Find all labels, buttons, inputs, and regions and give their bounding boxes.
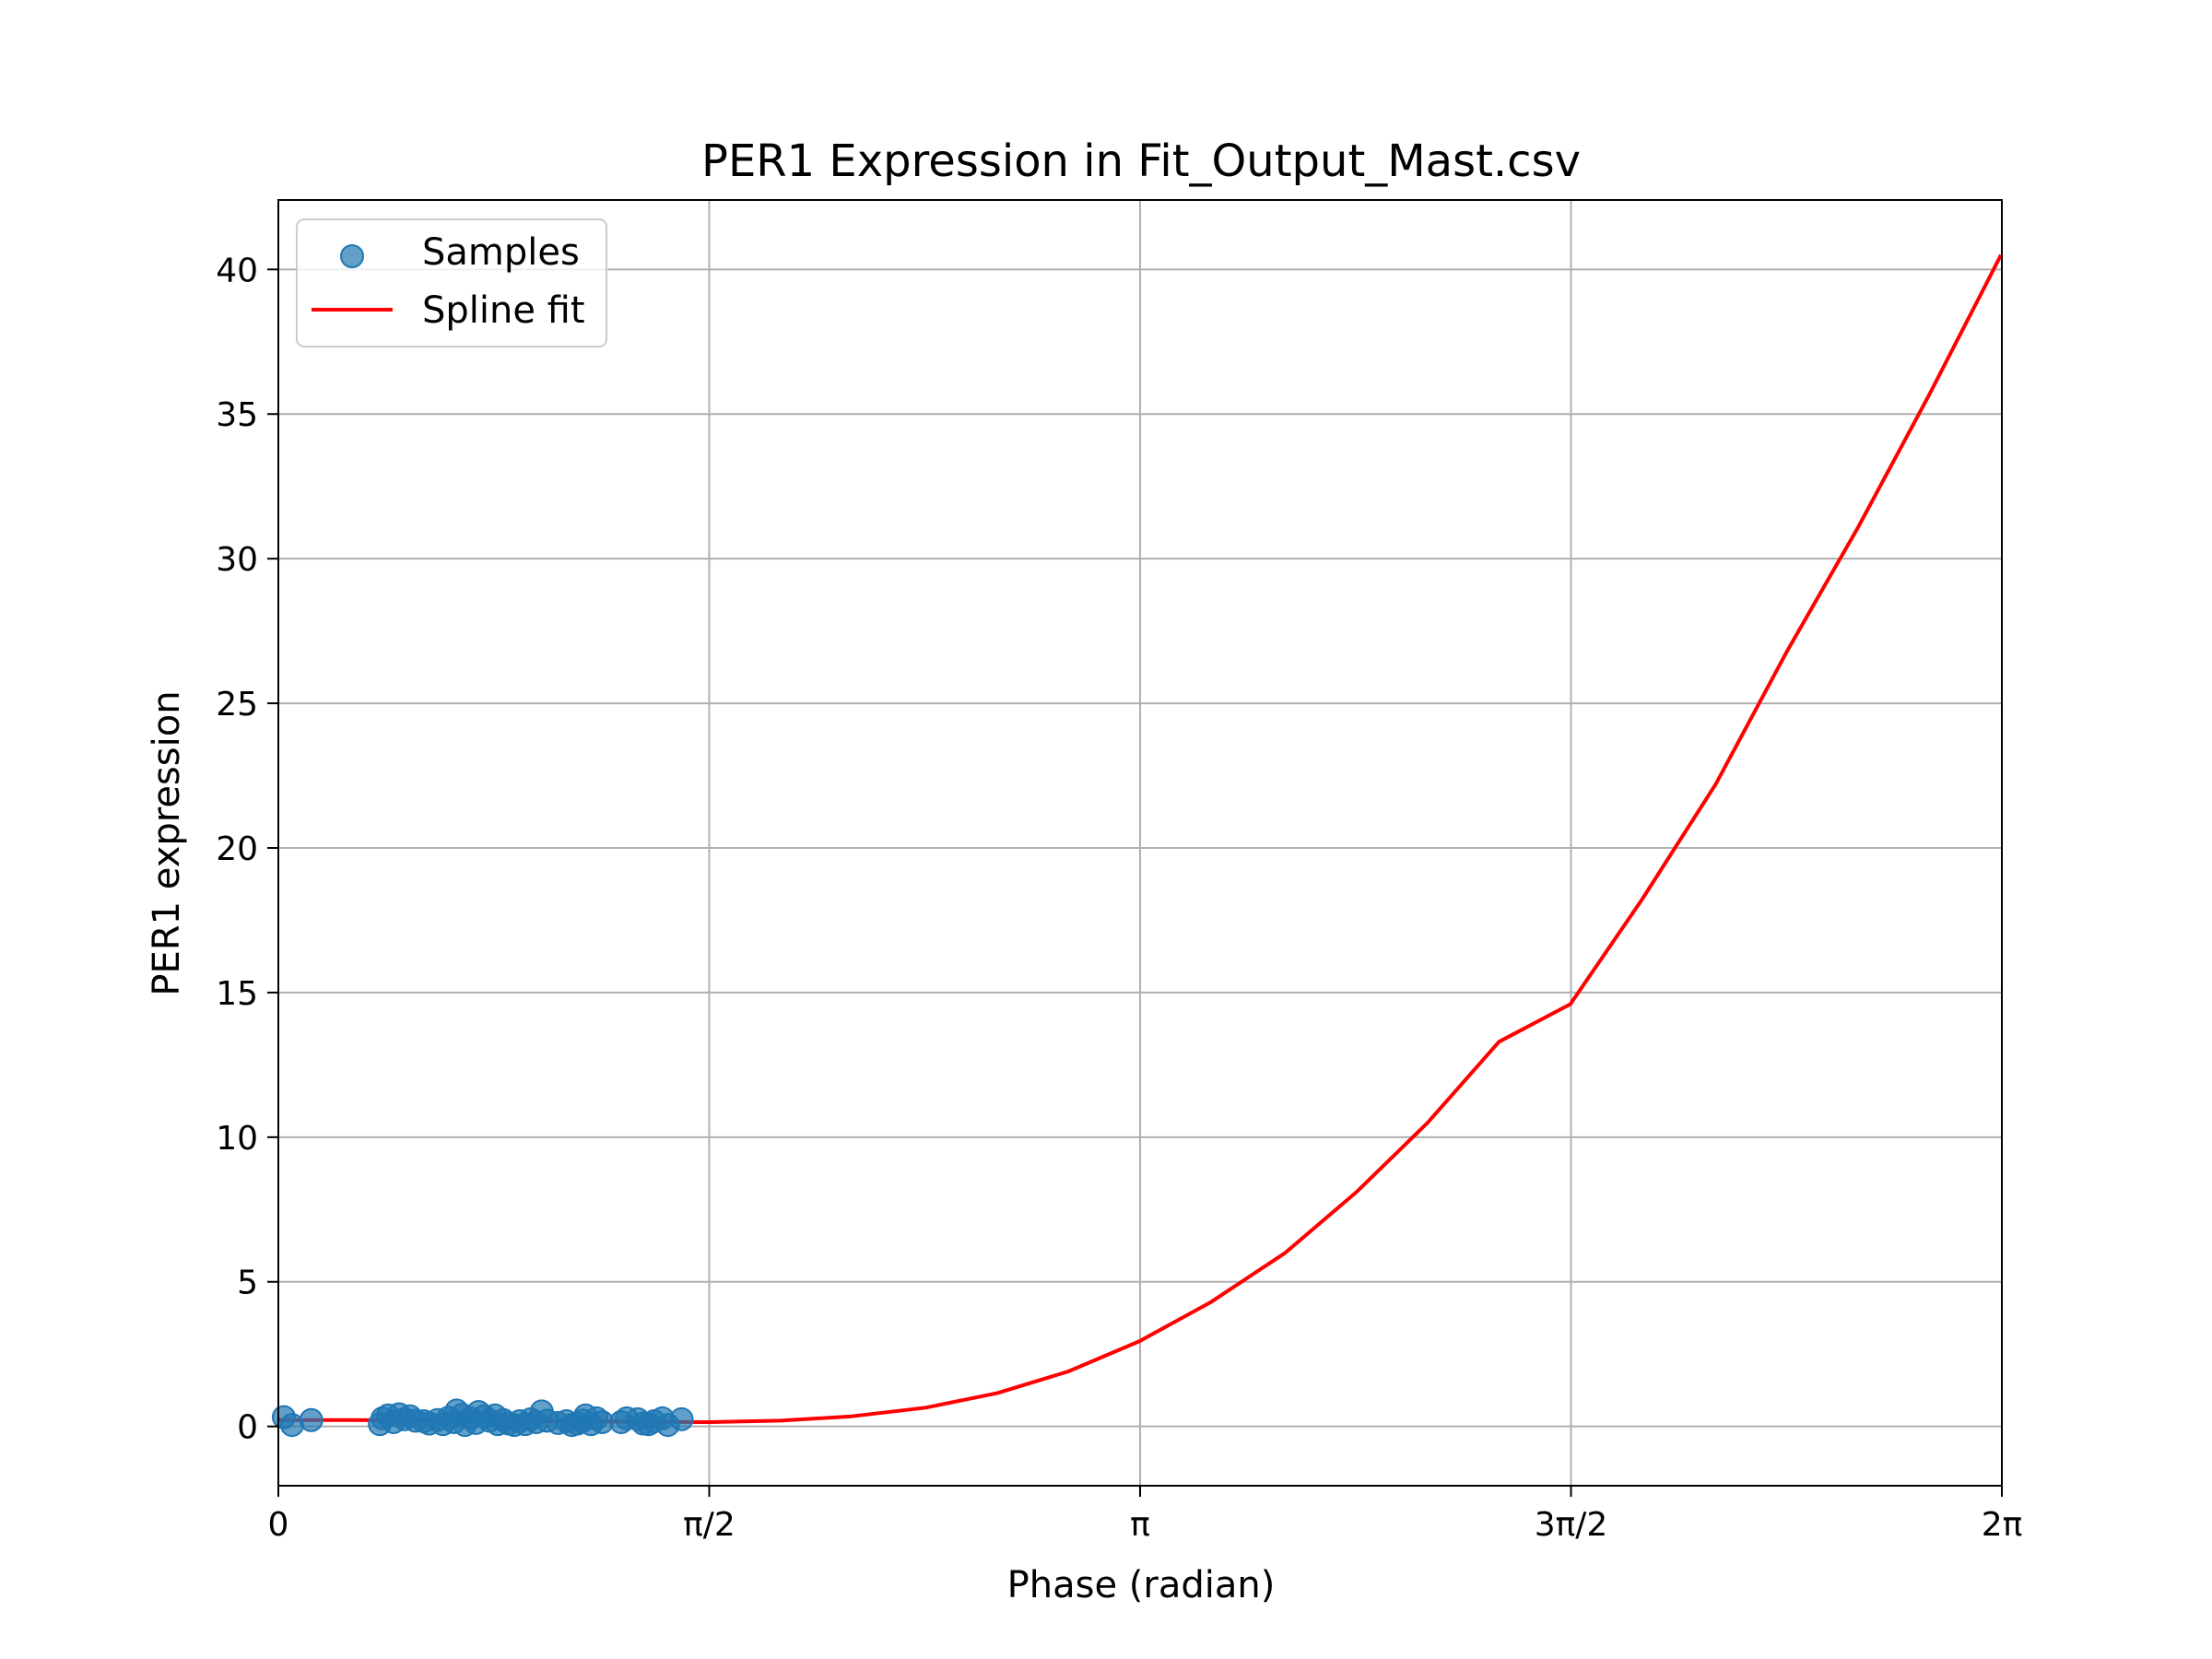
legend: Samples Spline fit	[296, 218, 607, 347]
y-axis-label: PER1 expression	[146, 690, 188, 995]
legend-samples-label: Samples	[422, 231, 580, 274]
legend-spline-label: Spline fit	[422, 289, 585, 332]
x-tick-label: π	[1130, 1506, 1150, 1544]
x-tick-label: π/2	[683, 1506, 735, 1544]
x-tick-label: 2π	[1982, 1506, 2023, 1544]
y-axis-ticks: 0 5 10 15 20 25 30 35 40	[216, 252, 278, 1447]
x-tick-label: 3π/2	[1535, 1506, 1608, 1544]
y-tick-label: 40	[216, 252, 258, 289]
y-tick-label: 30	[216, 541, 258, 579]
y-tick-label: 20	[216, 830, 258, 868]
y-tick-label: 10	[216, 1120, 258, 1158]
y-tick-label: 25	[216, 686, 258, 724]
sample-point	[669, 1406, 694, 1431]
x-tick-label: 0	[268, 1506, 289, 1544]
y-tick-label: 5	[237, 1265, 258, 1302]
y-tick-label: 15	[216, 975, 258, 1013]
grid	[277, 200, 2003, 1486]
x-axis-ticks: 0 π/2 π 3π/2 2π	[268, 1486, 2023, 1544]
chart-title: PER1 Expression in Fit_Output_Mast.csv	[701, 135, 1581, 187]
plot-series	[271, 253, 2003, 1438]
legend-samples-marker	[340, 244, 364, 268]
legend-box	[296, 218, 607, 347]
x-axis-label: Phase (radian)	[1007, 1564, 1276, 1606]
y-tick-label: 0	[237, 1409, 258, 1447]
y-tick-label: 35	[216, 396, 258, 434]
sample-point	[299, 1407, 324, 1432]
